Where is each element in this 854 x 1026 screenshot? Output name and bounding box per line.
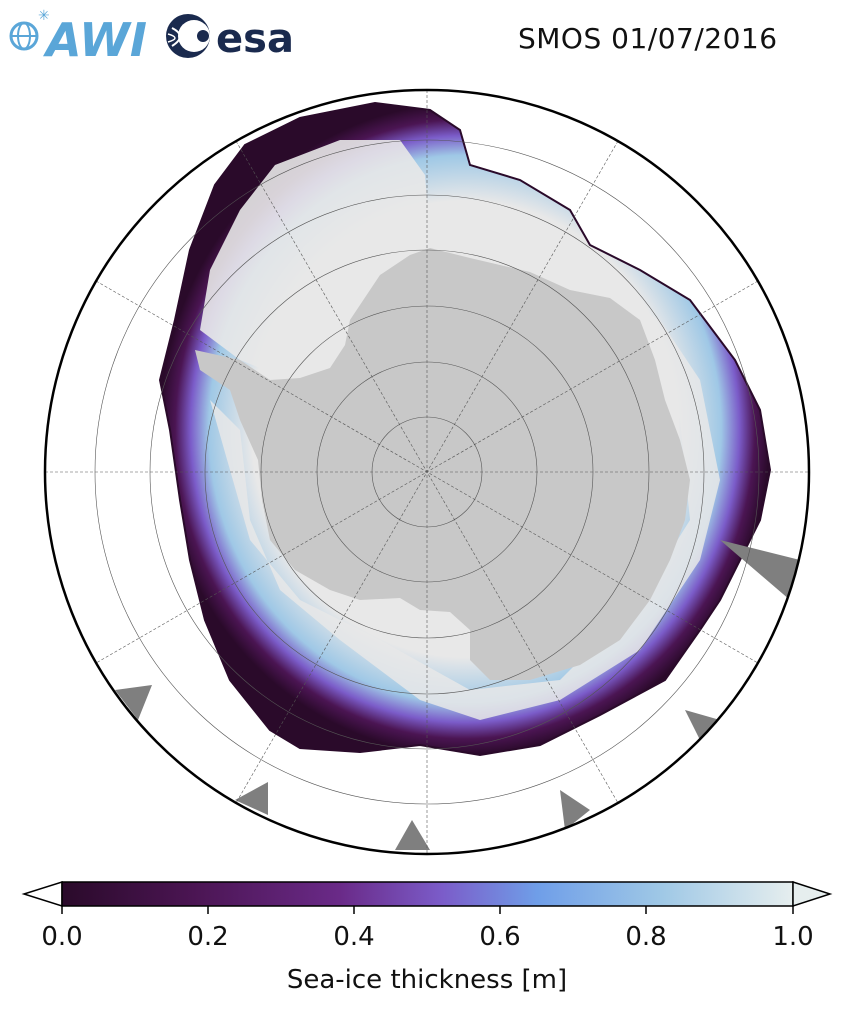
logos: ✳ AWI esa xyxy=(6,6,306,67)
polar-map xyxy=(43,88,811,856)
antarctica-land xyxy=(195,248,690,680)
colorbar xyxy=(21,880,833,914)
map-boundary xyxy=(43,88,811,856)
colorbar-label: Sea-ice thickness [m] xyxy=(286,965,568,995)
colorbar-gradient xyxy=(61,881,794,907)
colorbar-extend-max xyxy=(792,880,833,908)
awi-logo-text: AWI xyxy=(43,13,147,64)
colorbar-extend-min xyxy=(21,880,63,908)
colorbar-tick-label: 1.0 xyxy=(772,922,814,952)
colorbar-tick-label: 0.6 xyxy=(479,922,521,952)
nodata-wedges xyxy=(115,540,800,850)
colorbar-tick-label: 0.0 xyxy=(41,922,83,952)
awi-esa-logos: ✳ AWI esa xyxy=(9,8,294,67)
map-title: SMOS 01/07/2016 xyxy=(518,22,778,55)
colorbar-tick-label: 0.4 xyxy=(333,922,375,952)
thick-ice xyxy=(200,140,430,380)
svg-text:✳: ✳ xyxy=(38,8,50,24)
esa-globe-icon xyxy=(166,14,210,58)
colorbar-tick-label: 0.8 xyxy=(625,922,667,952)
esa-logo-text: esa xyxy=(216,16,294,62)
colorbar-ticks xyxy=(61,906,794,914)
meridians xyxy=(45,90,809,854)
colorbar-tick-label: 0.2 xyxy=(187,922,229,952)
awi-globe-icon: ✳ xyxy=(9,8,50,51)
